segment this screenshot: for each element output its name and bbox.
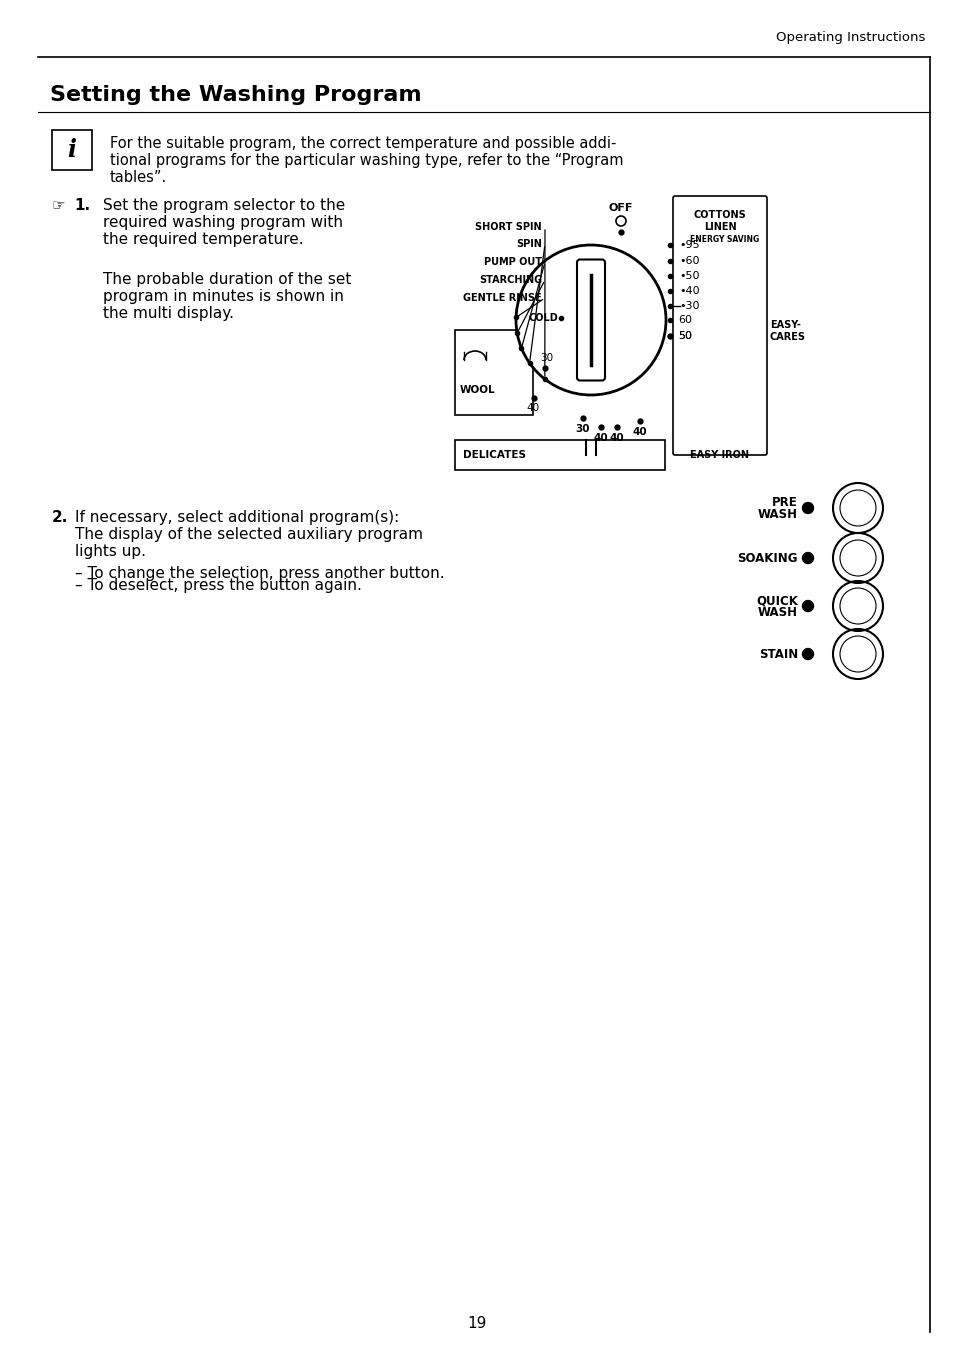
Text: Set the program selector to the: Set the program selector to the <box>103 197 345 214</box>
Text: ☞: ☞ <box>52 197 66 214</box>
Circle shape <box>801 600 813 611</box>
Circle shape <box>516 245 665 395</box>
Text: 40: 40 <box>609 433 623 443</box>
Text: lights up.: lights up. <box>75 544 146 558</box>
Text: COLD: COLD <box>528 314 558 323</box>
Text: •60: •60 <box>679 256 699 266</box>
Circle shape <box>801 553 813 564</box>
Text: 50: 50 <box>678 331 691 341</box>
FancyBboxPatch shape <box>52 130 91 170</box>
Text: PRE: PRE <box>771 496 797 510</box>
Text: STAIN: STAIN <box>758 648 797 661</box>
Text: OFF: OFF <box>608 203 633 214</box>
Text: 50: 50 <box>678 331 691 341</box>
Text: QUICK: QUICK <box>756 595 797 607</box>
Text: tional programs for the particular washing type, refer to the “Program: tional programs for the particular washi… <box>110 153 623 168</box>
Text: the required temperature.: the required temperature. <box>103 233 303 247</box>
Text: The display of the selected auxiliary program: The display of the selected auxiliary pr… <box>75 527 422 542</box>
FancyBboxPatch shape <box>455 439 664 470</box>
FancyBboxPatch shape <box>672 196 766 456</box>
Circle shape <box>801 503 813 514</box>
Text: SPIN: SPIN <box>516 239 541 249</box>
Text: EASY IRON: EASY IRON <box>690 450 749 460</box>
FancyBboxPatch shape <box>577 260 604 380</box>
Text: WASH: WASH <box>758 607 797 619</box>
Text: •95: •95 <box>679 241 699 250</box>
Text: 40: 40 <box>632 427 647 437</box>
Text: 60: 60 <box>678 315 691 324</box>
Text: WASH: WASH <box>758 508 797 522</box>
Text: Setting the Washing Program: Setting the Washing Program <box>50 85 421 105</box>
Text: EASY-: EASY- <box>769 320 800 330</box>
Text: required washing program with: required washing program with <box>103 215 343 230</box>
Text: 30: 30 <box>576 425 590 434</box>
Text: CARES: CARES <box>769 333 805 342</box>
Text: If necessary, select additional program(s):: If necessary, select additional program(… <box>75 510 399 525</box>
Text: 19: 19 <box>467 1317 486 1332</box>
Text: 2.: 2. <box>52 510 69 525</box>
Text: •40: •40 <box>679 287 699 296</box>
FancyBboxPatch shape <box>455 330 533 415</box>
Text: GENTLE RINSE: GENTLE RINSE <box>463 293 541 303</box>
Text: – To deselect, press the button again.: – To deselect, press the button again. <box>75 579 361 594</box>
Text: ENERGY SAVING: ENERGY SAVING <box>690 235 759 243</box>
Text: Operating Instructions: Operating Instructions <box>775 31 924 45</box>
Text: 40: 40 <box>526 403 539 412</box>
Text: WOOL: WOOL <box>459 385 496 395</box>
Text: 40: 40 <box>593 433 608 443</box>
Text: program in minutes is shown in: program in minutes is shown in <box>103 289 343 304</box>
Text: PUMP OUT: PUMP OUT <box>483 257 541 266</box>
Text: tables”.: tables”. <box>110 170 167 185</box>
Text: – To change the selection, press another button.: – To change the selection, press another… <box>75 566 444 581</box>
Text: the multi display.: the multi display. <box>103 306 233 320</box>
Text: STARCHING: STARCHING <box>478 274 541 285</box>
Text: DELICATES: DELICATES <box>462 450 525 460</box>
Text: 30: 30 <box>539 353 553 362</box>
Text: 1.: 1. <box>74 197 90 214</box>
Text: •30: •30 <box>679 301 699 311</box>
Text: For the suitable program, the correct temperature and possible addi-: For the suitable program, the correct te… <box>110 137 616 151</box>
Text: The probable duration of the set: The probable duration of the set <box>103 272 351 287</box>
Circle shape <box>801 649 813 660</box>
Text: i: i <box>68 138 76 162</box>
Text: SHORT SPIN: SHORT SPIN <box>475 222 541 233</box>
Text: •50: •50 <box>679 270 699 281</box>
Text: SOAKING: SOAKING <box>737 552 797 565</box>
Text: LINEN: LINEN <box>703 222 736 233</box>
Text: COTTONS: COTTONS <box>693 210 745 220</box>
